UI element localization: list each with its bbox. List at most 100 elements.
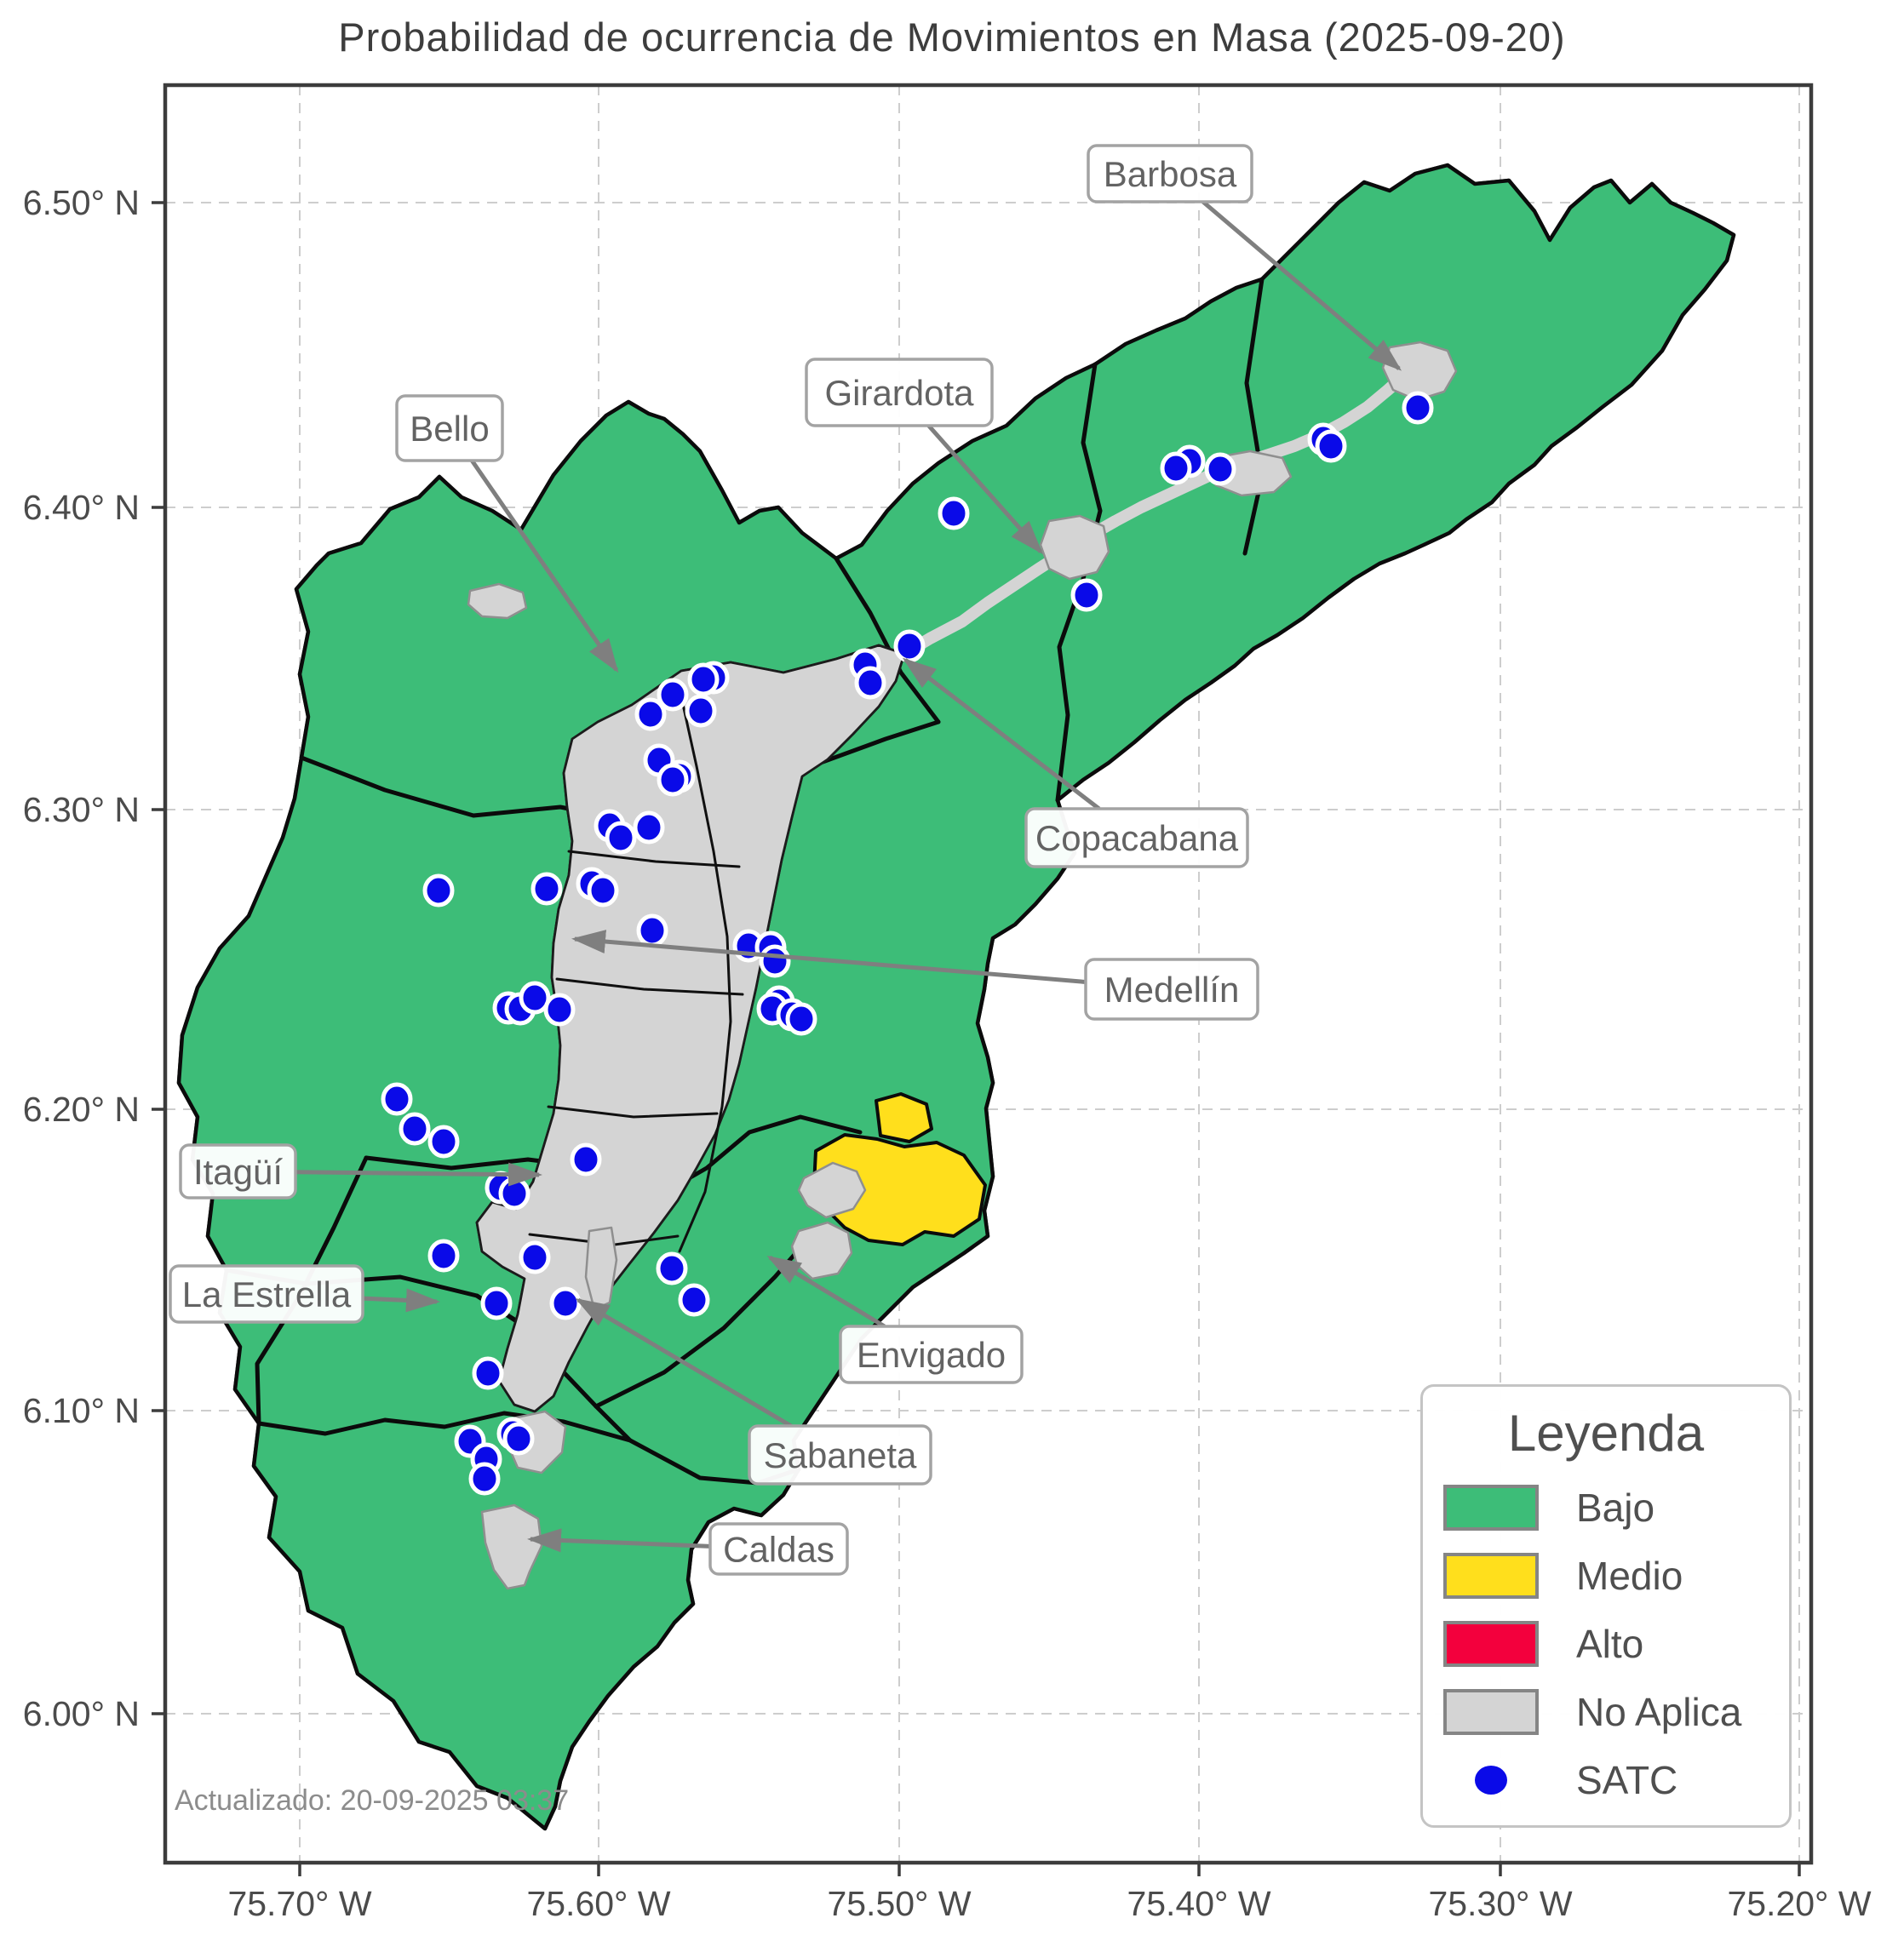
map-annotations: Barbosa Girardota Bello Copacabana Medellín I…	[169, 144, 1402, 1576]
label-arrow-medellin	[571, 930, 1087, 984]
satc-point-25	[422, 873, 455, 908]
label-text-barbosa: Barbosa	[1104, 154, 1237, 194]
map-label-la-estrella: La Estrella	[169, 1264, 440, 1324]
legend-label: SATC	[1576, 1758, 1678, 1802]
satc-point-3	[1204, 452, 1236, 486]
label-text-bello: Bello	[410, 409, 489, 449]
label-arrow-itagui	[295, 1162, 542, 1187]
satc-point-33	[543, 993, 576, 1027]
satc-point-19	[633, 810, 665, 845]
satc-point-29	[759, 944, 791, 978]
legend-swatch-satc	[1443, 1757, 1539, 1803]
tick-label-y-5: 6.00° N	[23, 1694, 140, 1733]
satc-point-44	[427, 1239, 460, 1273]
satc-point-15	[685, 694, 717, 728]
map-label-caldas: Caldas	[527, 1522, 849, 1576]
legend-item-alto: Alto	[1443, 1621, 1769, 1667]
label-arrow-envigado	[766, 1255, 886, 1329]
label-text-girardota: Girardota	[824, 373, 974, 413]
map-label-bello: Bello	[395, 394, 619, 673]
label-text-sabaneta: Sabaneta	[764, 1435, 917, 1475]
label-arrow-bello	[470, 459, 619, 673]
label-arrow-barbosa	[1201, 200, 1402, 371]
label-box-copacabana	[1024, 807, 1249, 868]
legend-swatch-bajo	[1443, 1485, 1539, 1531]
tick-label-y-3: 6.20° N	[23, 1090, 140, 1129]
tick-label-x-1: 75.60° W	[526, 1884, 670, 1923]
satc-point-32	[519, 981, 551, 1015]
label-box-la-estrella	[169, 1264, 364, 1324]
satc-point-48	[656, 1251, 688, 1285]
tick-label-y-4: 6.10° N	[23, 1391, 140, 1430]
urban-blobs	[467, 341, 1458, 1590]
legend-label: Medio	[1576, 1554, 1683, 1598]
tick-label-x-3: 75.40° W	[1127, 1884, 1270, 1923]
legend-label: Alto	[1576, 1622, 1644, 1666]
satc-point-47	[549, 1286, 582, 1320]
urban-area-northwest	[467, 582, 528, 620]
urban-area-girardota	[1039, 514, 1110, 581]
satc-point-7	[938, 496, 970, 530]
satc-point-50	[472, 1356, 504, 1390]
legend: Leyenda Bajo Medio Alto No Aplica SATC	[1420, 1384, 1792, 1828]
satc-point-23	[587, 873, 619, 908]
label-box-envigado	[839, 1325, 1024, 1384]
satc-point-49	[678, 1283, 710, 1317]
satc-point-12	[687, 662, 720, 696]
river-corridor	[898, 358, 1421, 660]
label-arrow-la-estrella	[362, 1288, 440, 1313]
satc-point-52	[502, 1422, 535, 1456]
satc-point-38	[381, 1082, 413, 1116]
legend-label: Bajo	[1576, 1486, 1655, 1530]
satc-point-24	[530, 872, 563, 906]
label-box-itagui	[179, 1143, 297, 1200]
satc-point-5	[1160, 451, 1192, 485]
map-label-sabaneta: Sabaneta	[575, 1297, 932, 1486]
tick-label-x-2: 75.50° W	[827, 1884, 971, 1923]
satc-point-39	[399, 1112, 431, 1146]
region-medio-north-lobe	[875, 1092, 933, 1143]
label-text-envigado: Envigado	[857, 1335, 1006, 1375]
no-aplica-envigado-2	[790, 1221, 853, 1280]
urban-area-caldas	[480, 1503, 543, 1590]
plot-frame	[163, 83, 1814, 1865]
figure-title: Probabilidad de ocurrencia de Movimiento…	[338, 14, 1566, 60]
label-box-sabaneta	[748, 1424, 932, 1486]
label-text-la-estrella: La Estrella	[182, 1274, 352, 1314]
label-box-barbosa	[1087, 144, 1253, 203]
label-arrow-sabaneta	[575, 1297, 793, 1429]
label-box-medellin	[1084, 958, 1259, 1021]
legend-swatch-medio	[1443, 1553, 1539, 1599]
satc-point-41	[570, 1142, 602, 1177]
satc-point-43	[498, 1177, 530, 1211]
tick-label-x-0: 75.70° W	[227, 1884, 371, 1923]
label-text-copacabana: Copacabana	[1035, 818, 1239, 858]
satc-point-2	[1315, 429, 1347, 463]
satc-point-10	[854, 666, 886, 700]
legend-item-bajo: Bajo	[1443, 1485, 1769, 1531]
satc-point-21	[605, 821, 637, 855]
label-arrow-girardota	[926, 424, 1043, 554]
tick-label-y-2: 6.30° N	[23, 790, 140, 829]
satc-point-37	[785, 1002, 817, 1036]
map-label-envigado: Envigado	[766, 1255, 1024, 1384]
satc-point-40	[427, 1125, 460, 1159]
tick-label-x-5: 75.20° W	[1727, 1884, 1871, 1923]
satc-point-13	[657, 678, 689, 712]
label-text-caldas: Caldas	[723, 1530, 834, 1570]
label-arrow-caldas	[527, 1528, 711, 1553]
satc-point-8	[893, 629, 926, 663]
legend-item-satc: SATC	[1443, 1757, 1769, 1803]
satc-point-55	[468, 1462, 501, 1496]
tick-label-x-4: 75.30° W	[1428, 1884, 1572, 1923]
satc-point-26	[636, 913, 668, 948]
satc-point-14	[634, 697, 667, 731]
legend-label: No Aplica	[1576, 1690, 1742, 1734]
legend-item-medio: Medio	[1443, 1553, 1769, 1599]
legend-item-no-aplica: No Aplica	[1443, 1689, 1769, 1735]
map-label-itagui: Itagüí	[179, 1143, 542, 1200]
label-arrow-copacabana	[902, 657, 1101, 810]
label-box-bello	[395, 394, 504, 462]
